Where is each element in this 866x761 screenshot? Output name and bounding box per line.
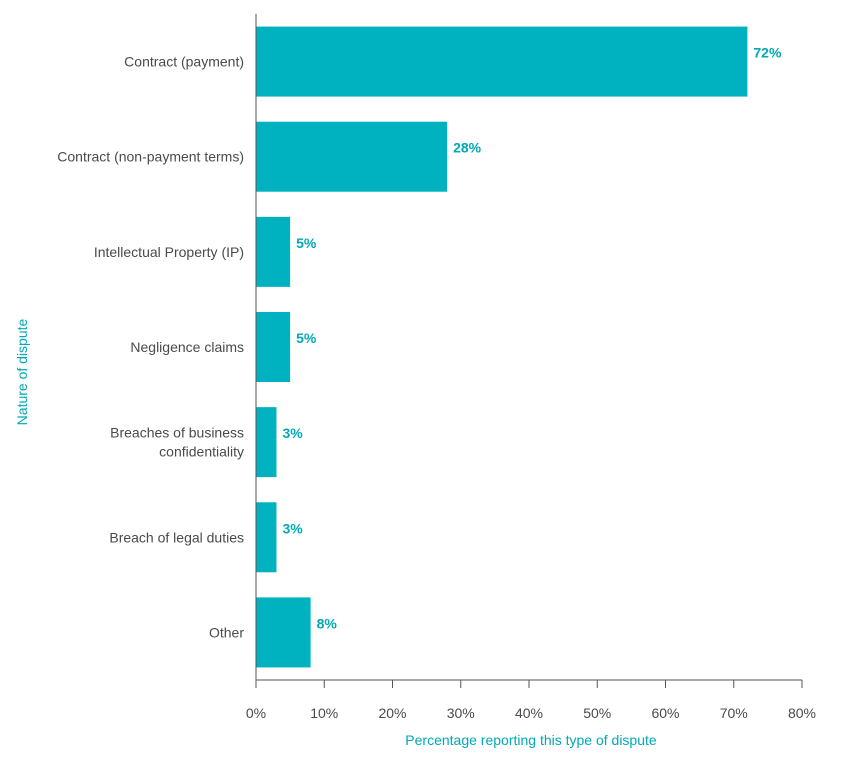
value-labels-group: 72% 28% 5% 5% 3% 3% 8% <box>282 45 781 632</box>
x-ticks-group: 0% 10% 20% 30% 40% 50% 60% 70% 80% <box>246 680 816 721</box>
category-label: Negligence claims <box>130 339 244 355</box>
x-tick-label: 0% <box>246 705 266 721</box>
category-labels-group: Contract (payment) Contract (non-payment … <box>57 54 244 641</box>
bar-value-label: 5% <box>296 235 317 251</box>
bar <box>256 312 291 382</box>
x-tick-label: 10% <box>310 705 338 721</box>
x-tick-label: 70% <box>720 705 748 721</box>
bar-value-label: 8% <box>317 615 338 631</box>
category-label: confidentiality <box>159 444 244 460</box>
category-label: Breaches of business <box>110 425 244 441</box>
bar <box>256 407 277 478</box>
x-tick-label: 20% <box>378 705 406 721</box>
x-axis-title: Percentage reporting this type of disput… <box>405 732 657 748</box>
bar <box>256 502 277 573</box>
bars-group <box>256 26 748 668</box>
bar-value-label: 72% <box>753 45 782 61</box>
category-label: Intellectual Property (IP) <box>94 244 244 260</box>
category-label: Breach of legal duties <box>109 529 244 545</box>
bar-value-label: 5% <box>296 330 317 346</box>
x-tick-label: 30% <box>447 705 475 721</box>
bar <box>256 597 311 668</box>
bar-value-label: 3% <box>282 520 303 536</box>
category-label: Contract (payment) <box>124 54 244 70</box>
bar-value-label: 3% <box>282 425 303 441</box>
y-axis-title: Nature of dispute <box>14 318 30 425</box>
bar <box>256 121 448 192</box>
x-tick-label: 80% <box>788 705 816 721</box>
category-label: Contract (non-payment terms) <box>57 149 244 165</box>
x-tick-label: 40% <box>515 705 543 721</box>
bar-value-label: 28% <box>453 140 482 156</box>
bar <box>256 26 748 97</box>
x-tick-label: 50% <box>583 705 611 721</box>
bar <box>256 216 291 287</box>
category-label: Other <box>209 624 244 640</box>
x-tick-label: 60% <box>651 705 679 721</box>
